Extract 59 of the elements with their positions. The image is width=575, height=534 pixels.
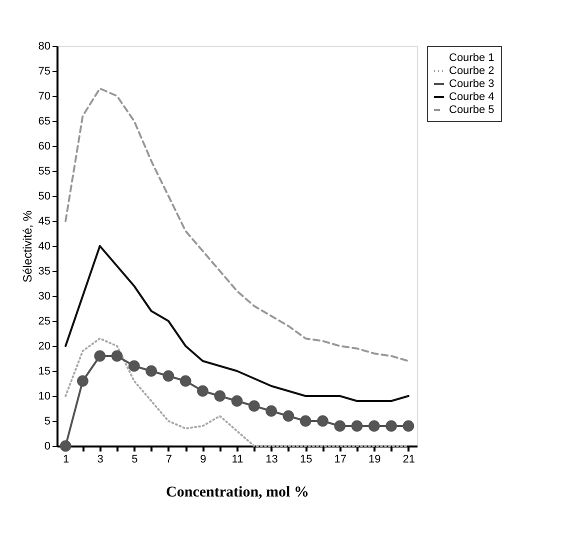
y-tick-label: 55	[38, 166, 50, 178]
x-tick-label: 7	[166, 454, 172, 466]
point	[94, 350, 106, 362]
point	[334, 420, 346, 432]
point	[248, 400, 260, 412]
point	[197, 385, 208, 397]
point	[351, 420, 363, 432]
y-tick-label: 60	[38, 140, 50, 152]
point	[386, 420, 397, 432]
y-tick-label: 40	[38, 240, 50, 252]
point	[402, 420, 414, 432]
line-series	[64, 245, 410, 402]
legend-label: Courbe 4	[449, 91, 494, 103]
y-tick-label: 45	[38, 216, 50, 228]
x-tick-label: 17	[334, 454, 346, 466]
point	[146, 365, 157, 377]
point	[231, 395, 243, 407]
y-tick-label: 30	[38, 290, 50, 302]
x-axis-title: Concentration, mol %	[166, 484, 309, 500]
point	[180, 375, 192, 387]
line-series	[64, 338, 410, 447]
point	[60, 440, 72, 452]
y-tick-label: 35	[38, 266, 50, 278]
line-series	[64, 88, 410, 362]
point	[266, 405, 277, 417]
x-tick-label: 5	[132, 454, 138, 466]
y-tick-label: 10	[38, 390, 50, 402]
point	[128, 360, 140, 372]
y-tick-label: 75	[38, 66, 50, 78]
y-tick-label: 80	[38, 40, 50, 52]
text: Courbe 1	[449, 52, 494, 64]
x-tick-label: 1	[63, 454, 70, 466]
y-tick-label: 5	[44, 416, 50, 428]
y-tick-label: 65	[38, 116, 50, 128]
point	[317, 415, 328, 427]
point	[300, 415, 312, 427]
legend-label: Courbe 5	[449, 104, 494, 116]
x-tick-label: 11	[232, 454, 244, 466]
y-tick-label: 25	[38, 316, 50, 328]
legend-label: Courbe 2	[449, 65, 494, 77]
point	[162, 370, 174, 382]
point	[111, 350, 123, 362]
y-tick-label: 15	[38, 366, 50, 378]
x-tick-label: 21	[402, 454, 416, 466]
y-axis-title: Sélectivité, %	[20, 210, 34, 283]
y-tick-label: 50	[38, 190, 50, 202]
y-tick-label: 70	[38, 90, 50, 102]
x-tick-label: 15	[300, 454, 312, 466]
x-tick-label: 9	[200, 454, 206, 466]
x-tick-label: 19	[368, 454, 381, 466]
x-tick-label: 3	[97, 454, 104, 466]
point	[214, 390, 226, 402]
point	[77, 375, 88, 387]
point	[368, 420, 380, 432]
point	[282, 410, 294, 422]
y-tick-label: 0	[44, 440, 50, 452]
x-tick-label: 13	[266, 454, 278, 466]
legend-label: Courbe 3	[449, 78, 494, 90]
y-tick-label: 20	[38, 340, 50, 352]
